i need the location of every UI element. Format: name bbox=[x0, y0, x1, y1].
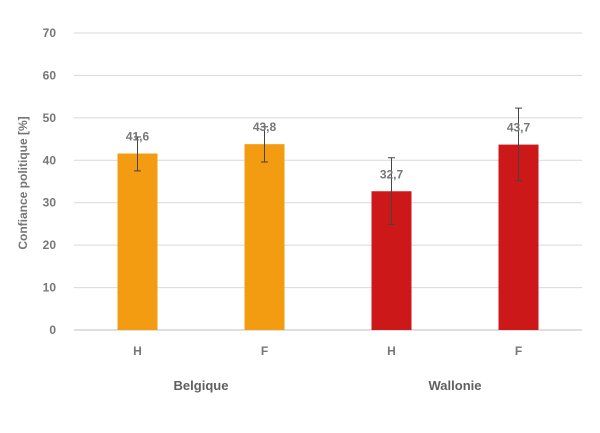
error-bar bbox=[134, 136, 141, 172]
bar bbox=[117, 153, 158, 330]
group-label: Wallonie bbox=[429, 378, 482, 393]
error-bar bbox=[261, 126, 268, 163]
x-tick-label: H bbox=[133, 344, 142, 358]
data-label: 43,8 bbox=[253, 120, 277, 134]
x-tick-label: H bbox=[387, 344, 396, 358]
bars bbox=[117, 144, 539, 330]
data-labels: 41,6 43,8 32,7 43,7 bbox=[126, 120, 531, 181]
group-label: Belgique bbox=[174, 378, 229, 393]
y-tick-label: 30 bbox=[43, 196, 57, 210]
y-axis-title: Confiance politique [%] bbox=[16, 116, 30, 249]
data-label: 43,7 bbox=[507, 121, 531, 135]
y-axis-ticks: 0 10 20 30 40 50 60 70 bbox=[43, 26, 57, 337]
y-tick-label: 20 bbox=[43, 238, 57, 252]
bar bbox=[244, 144, 285, 330]
data-label: 32,7 bbox=[380, 167, 404, 181]
error-bars bbox=[134, 107, 522, 225]
error-bar bbox=[388, 157, 395, 225]
x-tick-label: F bbox=[261, 344, 268, 358]
y-tick-label: 0 bbox=[49, 323, 56, 337]
data-label: 41,6 bbox=[126, 129, 150, 143]
y-tick-label: 70 bbox=[43, 26, 57, 40]
group-labels: Belgique Wallonie bbox=[174, 378, 482, 393]
grid-lines bbox=[74, 32, 582, 331]
y-tick-label: 60 bbox=[43, 68, 57, 82]
y-tick-label: 40 bbox=[43, 153, 57, 167]
y-tick-label: 50 bbox=[43, 111, 57, 125]
error-bar bbox=[515, 107, 522, 182]
y-tick-label: 10 bbox=[43, 281, 57, 295]
x-tick-label: F bbox=[515, 344, 522, 358]
